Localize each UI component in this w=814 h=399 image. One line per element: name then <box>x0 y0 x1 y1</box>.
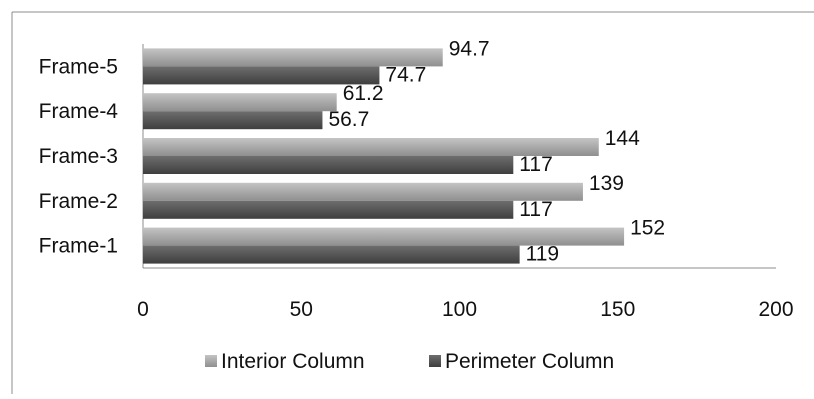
data-label-perimeter-column-frame-1: 119 <box>526 243 559 266</box>
data-label-interior-column-frame-3: 144 <box>605 127 640 150</box>
legend-label-perimeter-column: Perimeter Column <box>445 350 614 373</box>
data-label-perimeter-column-frame-5: 74.7 <box>385 63 426 86</box>
data-label-perimeter-column-frame-3: 117 <box>519 153 552 176</box>
bar-interior-column-frame-5 <box>143 48 443 67</box>
category-label-frame-1: Frame-1 <box>39 235 118 258</box>
bar-interior-column-frame-4 <box>143 93 337 112</box>
bar-interior-column-frame-3 <box>143 138 599 156</box>
bar-perimeter-column-frame-5 <box>143 66 380 85</box>
bar-perimeter-column-frame-4 <box>143 111 323 130</box>
legend-swatch-interior-column <box>205 355 217 367</box>
x-tick-label-150: 150 <box>600 298 635 321</box>
x-tick-label-0: 0 <box>137 298 149 321</box>
category-label-frame-3: Frame-3 <box>39 145 118 168</box>
bar-interior-column-frame-2 <box>143 182 583 201</box>
category-label-frame-5: Frame-5 <box>39 55 118 78</box>
legend-label-interior-column: Interior Column <box>221 350 365 373</box>
data-label-interior-column-frame-2: 139 <box>589 172 624 195</box>
category-label-frame-4: Frame-4 <box>39 100 119 123</box>
bar-perimeter-column-frame-2 <box>143 200 514 219</box>
data-label-interior-column-frame-4: 61.2 <box>343 82 384 105</box>
data-label-perimeter-column-frame-2: 117 <box>519 198 552 221</box>
category-label-frame-2: Frame-2 <box>39 190 118 213</box>
legend-swatch-perimeter-column <box>429 355 441 367</box>
x-tick-label-50: 50 <box>290 298 313 321</box>
x-tick-label-100: 100 <box>442 298 477 321</box>
bar-perimeter-column-frame-3 <box>143 156 514 174</box>
data-label-interior-column-frame-5: 94.7 <box>449 37 490 60</box>
data-label-perimeter-column-frame-4: 56.7 <box>328 108 369 131</box>
data-label-interior-column-frame-1: 152 <box>630 217 665 240</box>
x-tick-label-200: 200 <box>758 298 793 321</box>
bar-interior-column-frame-1 <box>143 227 625 246</box>
bar-perimeter-column-frame-1 <box>143 245 520 264</box>
